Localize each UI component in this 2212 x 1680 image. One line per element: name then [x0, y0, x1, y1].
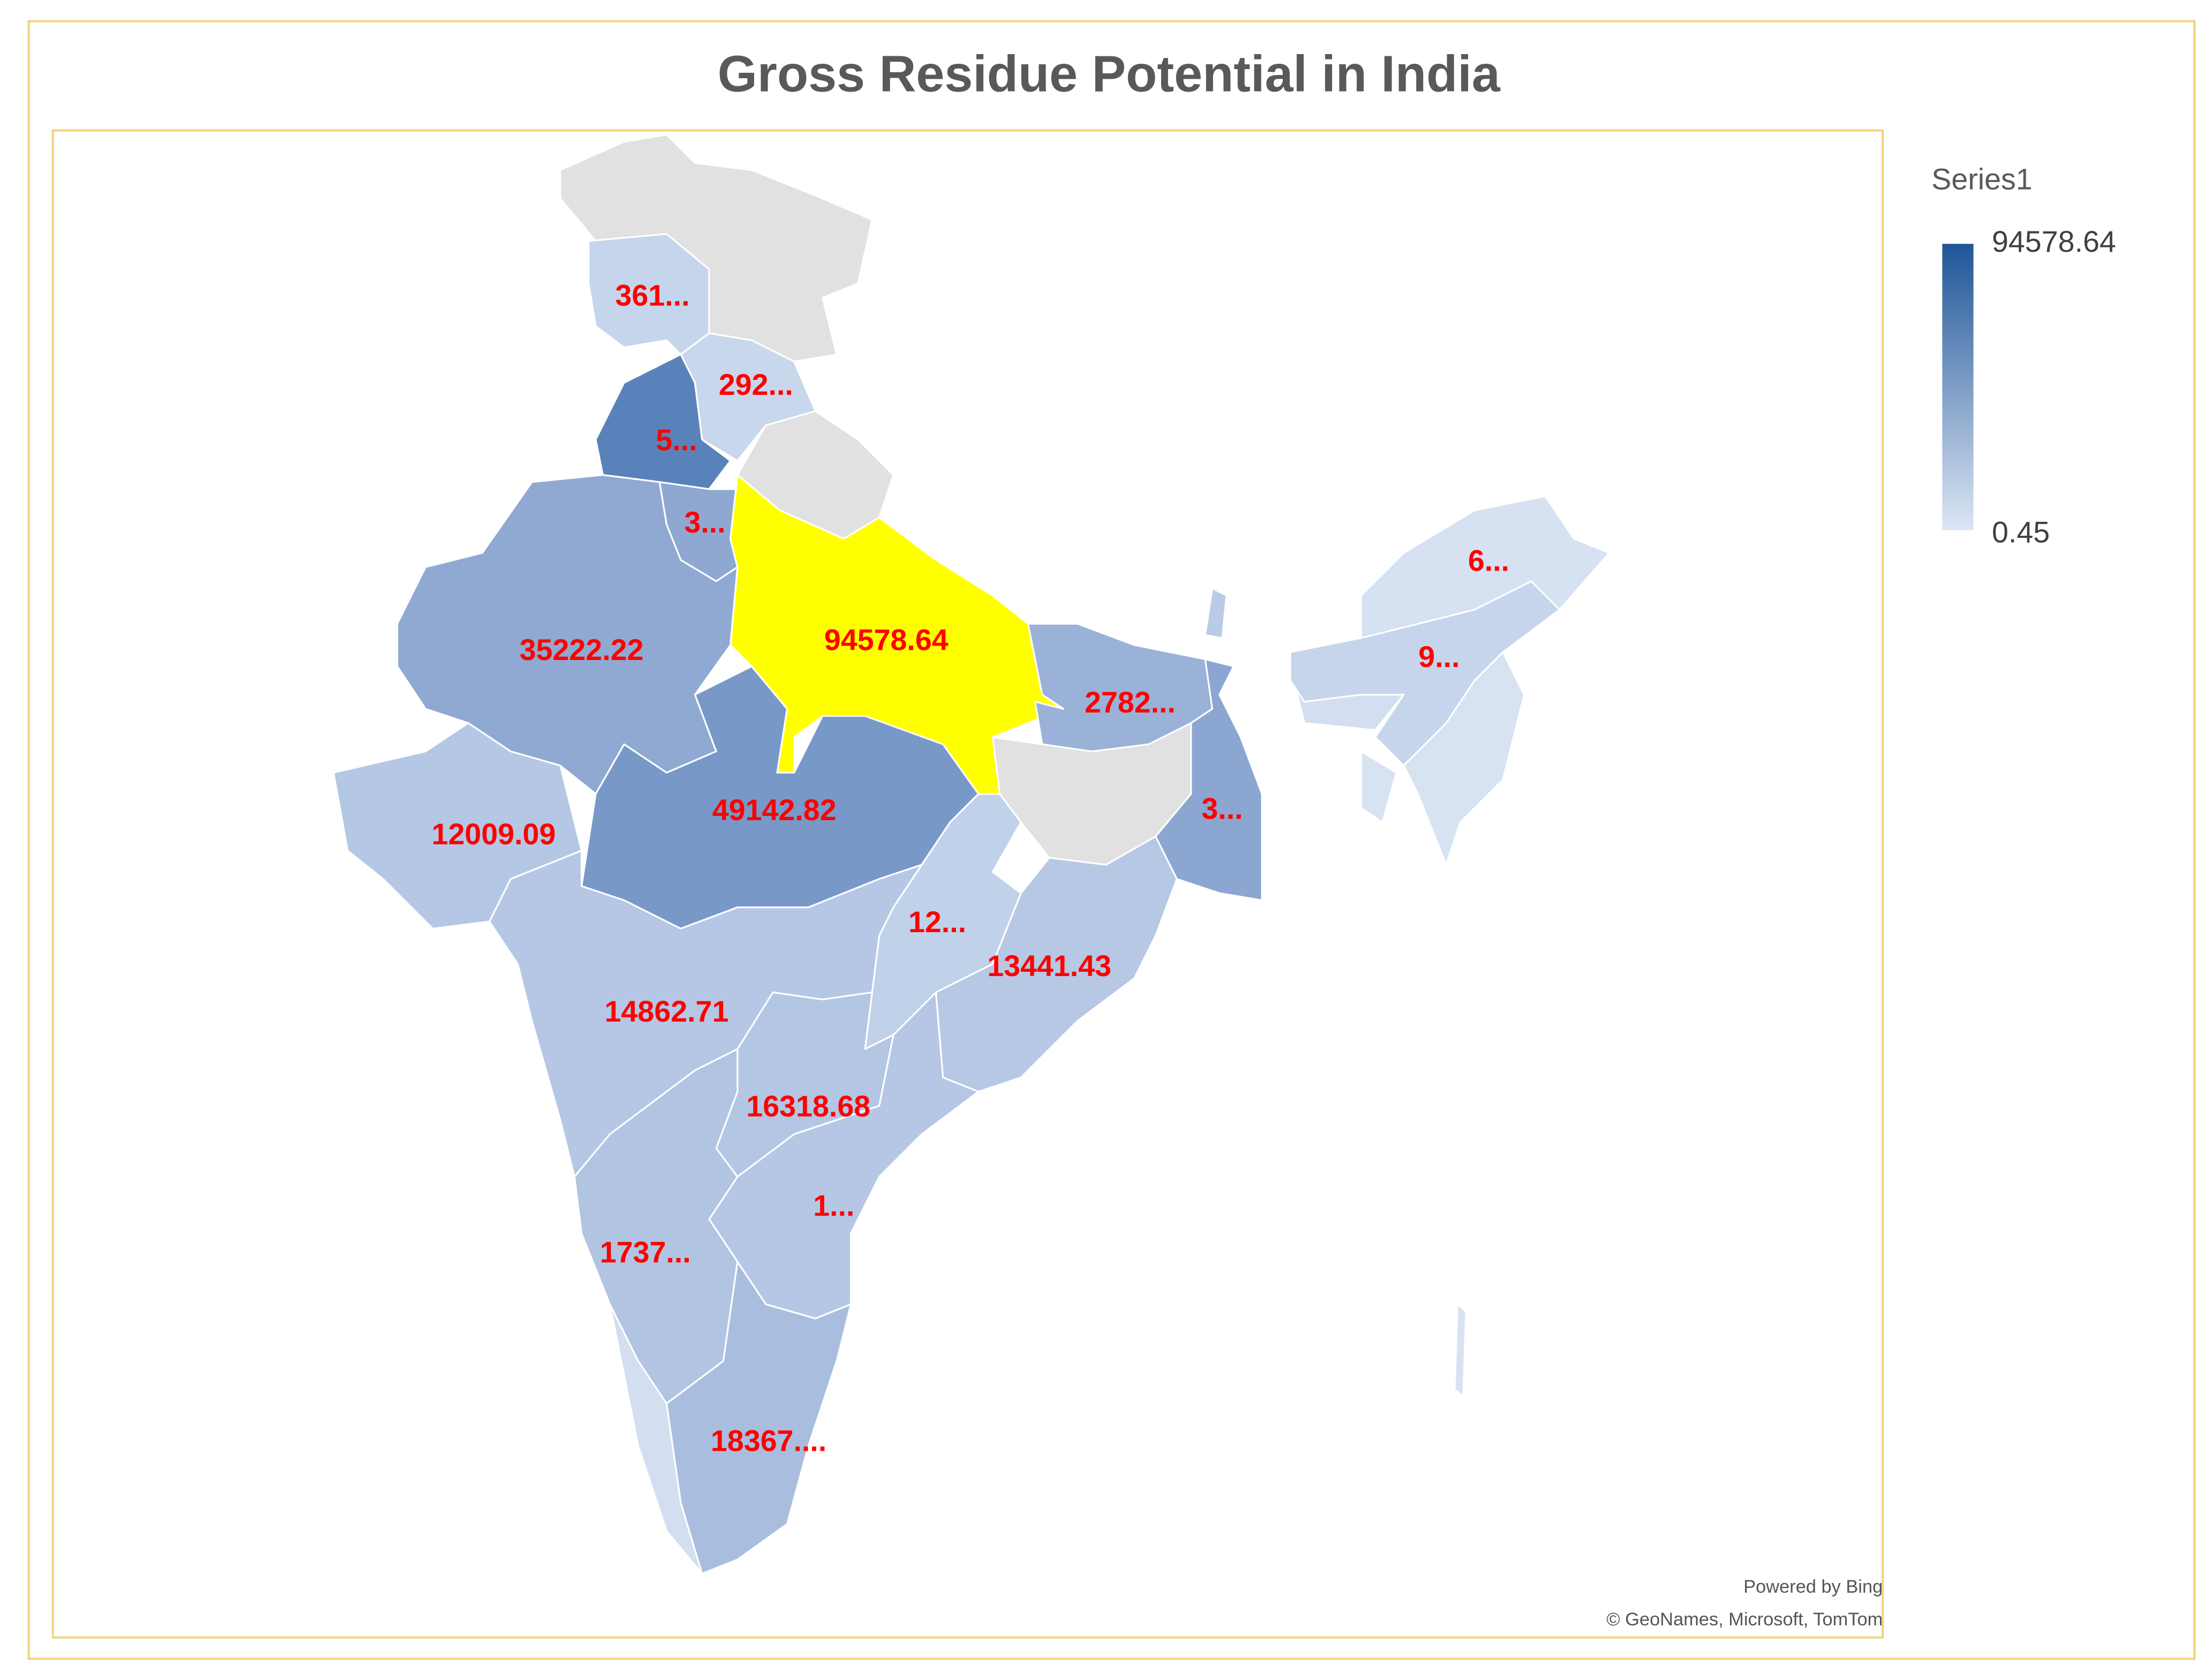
region-label: 1... [813, 1189, 854, 1222]
region-label: 94578.64 [824, 623, 949, 656]
region-label: 361... [615, 279, 690, 312]
labeled-regions [333, 233, 1611, 1575]
region [666, 1261, 852, 1575]
region [595, 354, 732, 490]
region-label: 3... [1201, 792, 1243, 825]
legend-gradient [1942, 244, 1974, 530]
region-label: 3... [684, 506, 725, 539]
region-label: 16318.68 [746, 1090, 870, 1123]
region [1454, 1303, 1467, 1398]
region-label: 5... [656, 423, 697, 456]
region-label: 35222.22 [520, 633, 644, 666]
region-label: 13441.43 [987, 949, 1111, 982]
region-label: 2782... [1085, 686, 1176, 719]
region-label: 49142.82 [712, 793, 837, 827]
region-labels: 361... 292... 5... 3... 94578.64 35222.22 1200… [432, 279, 1509, 1457]
legend-title: Series1 [1931, 162, 2032, 196]
legend-min: 0.45 [1992, 515, 2050, 549]
attribution: Powered by Bing [1743, 1577, 1883, 1597]
region [1204, 587, 1228, 639]
region [488, 850, 923, 1178]
region [1360, 751, 1398, 823]
region [1360, 495, 1611, 639]
region [1155, 658, 1263, 902]
region-label: 9... [1418, 640, 1459, 673]
region-label: 292... [719, 368, 793, 401]
legend-max: 94578.64 [1992, 225, 2116, 258]
region [1027, 622, 1214, 753]
region [588, 233, 710, 356]
attribution: © GeoNames, Microsoft, TomTom [1606, 1609, 1883, 1630]
region-label: 12... [908, 905, 966, 939]
region-label: 1737... [600, 1236, 691, 1269]
region-label: 6... [1468, 544, 1509, 577]
chart-title: Gross Residue Potential in India [718, 46, 1501, 103]
region-label: 14862.71 [605, 995, 729, 1028]
region-label: 18367.... [711, 1424, 826, 1458]
region-label: 12009.09 [432, 818, 556, 851]
region [574, 1048, 739, 1405]
